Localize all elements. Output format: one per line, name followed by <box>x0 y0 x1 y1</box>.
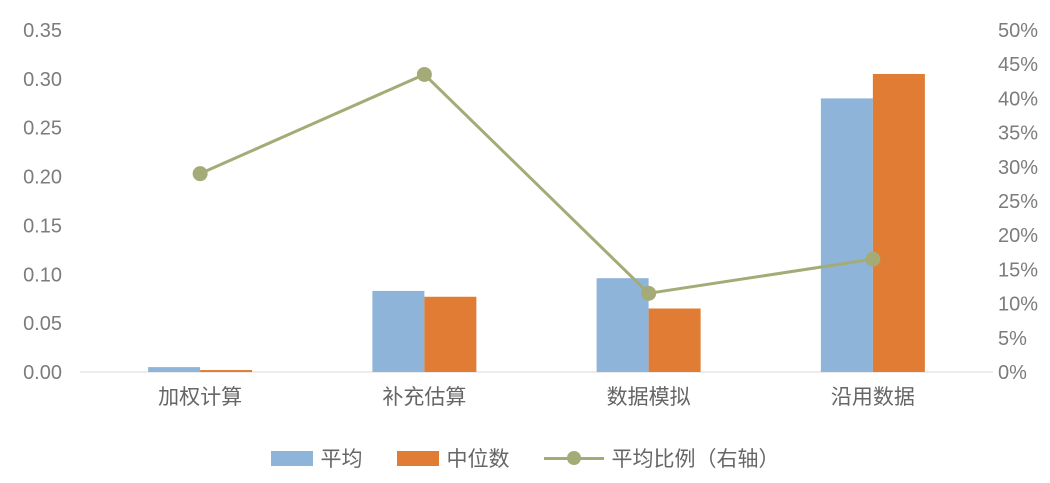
median-bar <box>200 370 253 372</box>
ratio-marker <box>641 285 657 301</box>
ratio-marker <box>192 166 208 182</box>
median-bar <box>872 73 925 372</box>
median-bar <box>648 308 701 372</box>
right-axis-tick-label: 20% <box>998 225 1038 247</box>
legend-label-ratio: 平均比例（右轴） <box>611 448 780 471</box>
left-axis-tick-label: 0.35 <box>23 20 62 42</box>
ratio-marker <box>865 251 881 267</box>
category-label: 沿用数据 <box>831 386 915 409</box>
left-axis-tick-label: 0.00 <box>23 362 62 384</box>
right-axis-tick-label: 30% <box>998 157 1038 179</box>
legend-item-mean: 平均 <box>270 443 363 473</box>
left-axis-tick-label: 0.25 <box>23 118 62 140</box>
mean-bar <box>820 98 873 373</box>
legend-item-ratio: 平均比例（右轴） <box>543 443 780 473</box>
plot-area: 0.00 0.05 0.10 0.15 0.20 0.25 0.30 0.35 0% 5% 10% 1… <box>23 20 1038 409</box>
mean-bar <box>372 290 425 372</box>
right-axis-tick-label: 15% <box>998 259 1038 281</box>
legend-label-mean: 平均 <box>320 448 363 471</box>
right-axis-tick-label: 45% <box>998 54 1038 76</box>
ratio-series-swatch-icon <box>543 450 604 466</box>
ratio-line <box>199 72 874 295</box>
right-axis-tick-label: 35% <box>998 123 1038 145</box>
right-axis-tick-label: 25% <box>998 191 1038 213</box>
left-axis-tick-label: 0.15 <box>23 215 62 237</box>
median-bar <box>424 296 477 372</box>
left-axis-tick-label: 0.30 <box>23 69 62 91</box>
left-axis-tick-label: 0.05 <box>23 313 62 335</box>
mean-series-swatch-icon <box>270 450 313 466</box>
median-series-swatch-icon <box>396 450 439 466</box>
right-axis-tick-label: 50% <box>998 20 1038 42</box>
right-axis-tick-label: 40% <box>998 88 1038 110</box>
right-axis-tick-label: 10% <box>998 294 1038 316</box>
right-axis-tick-label: 5% <box>998 328 1027 350</box>
ratio-swatch-dot <box>566 451 581 465</box>
legend-item-median: 中位数 <box>396 443 510 473</box>
left-axis-tick-label: 0.20 <box>23 167 62 189</box>
ratio-marker <box>416 66 432 82</box>
left-axis-tick-label: 0.10 <box>23 264 62 286</box>
chart-legend: 平均 中位数 平均比例（右轴） <box>0 443 1050 473</box>
category-label: 加权计算 <box>158 386 242 409</box>
mean-bar <box>148 367 201 372</box>
right-axis-tick-label: 0% <box>998 362 1027 384</box>
category-label: 数据模拟 <box>607 386 691 409</box>
category-label: 补充估算 <box>382 386 466 409</box>
legend-label-median: 中位数 <box>446 448 510 471</box>
mean-bar <box>596 278 649 372</box>
